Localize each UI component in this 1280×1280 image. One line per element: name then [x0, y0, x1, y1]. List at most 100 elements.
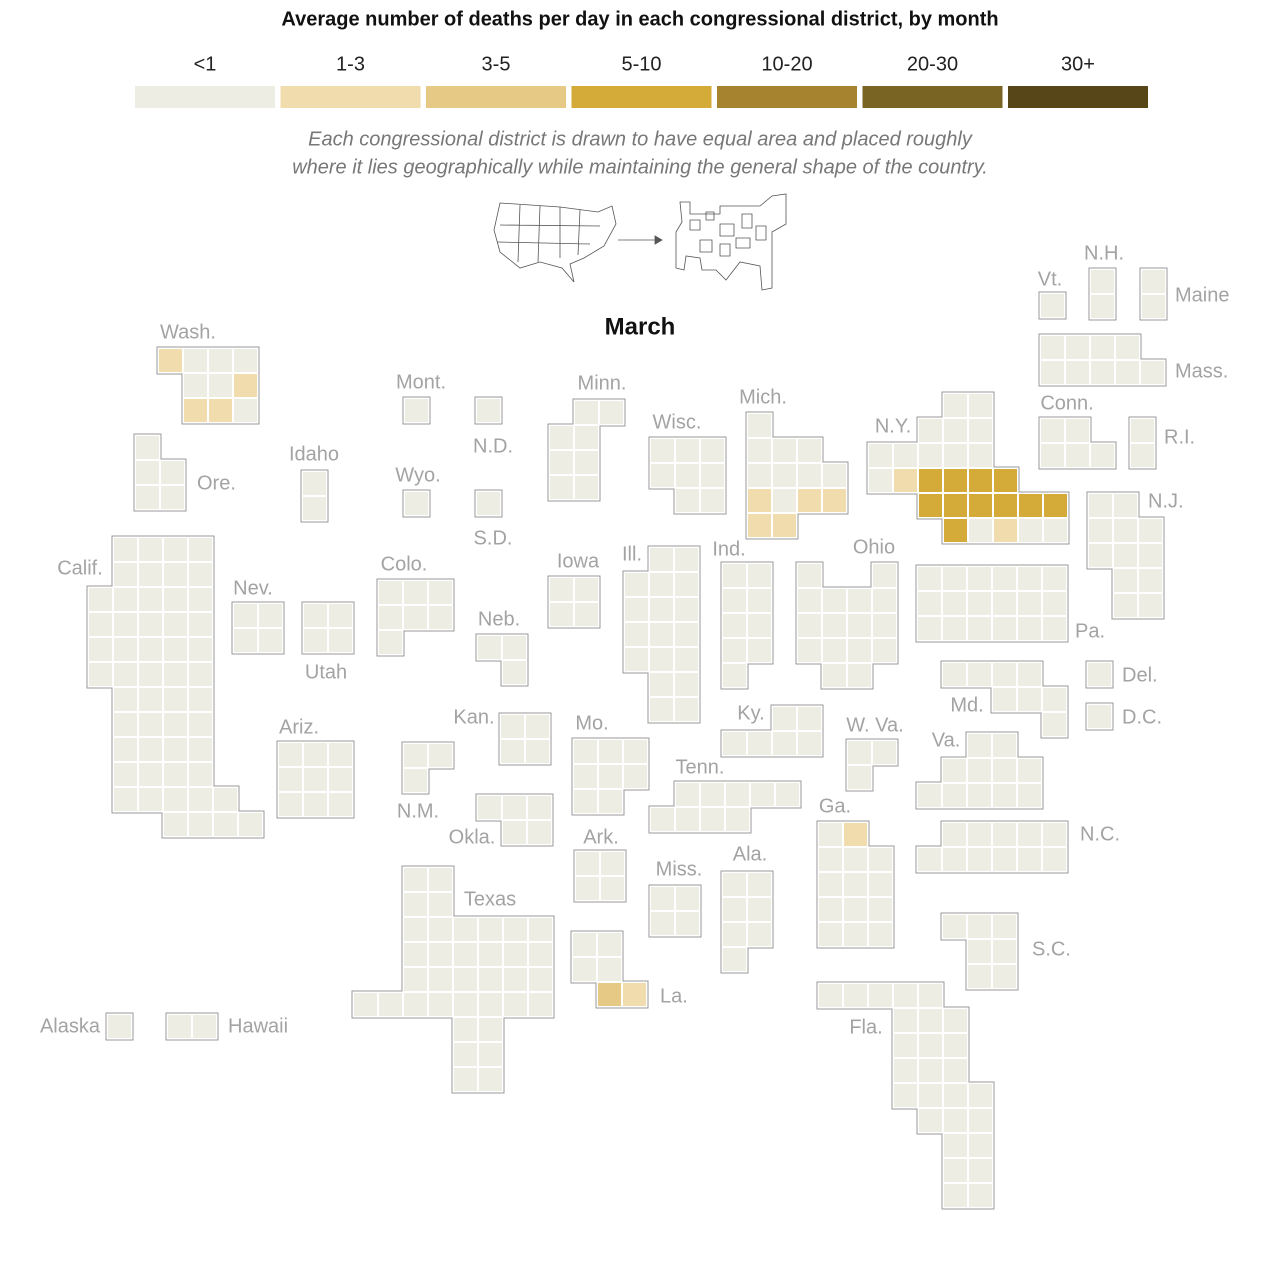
district — [844, 898, 867, 921]
district — [501, 740, 524, 763]
district — [894, 984, 917, 1007]
district — [108, 1015, 131, 1038]
district — [919, 494, 942, 517]
district — [1116, 336, 1139, 359]
district — [848, 639, 871, 662]
district — [968, 592, 991, 615]
district — [1066, 361, 1089, 384]
district — [114, 538, 137, 561]
district — [164, 688, 187, 711]
district — [234, 374, 257, 397]
district — [503, 796, 526, 819]
state-label: Conn. — [1040, 392, 1093, 414]
district — [993, 759, 1016, 782]
district — [1043, 567, 1066, 590]
district — [748, 464, 771, 487]
legend-swatch — [862, 86, 1003, 108]
district — [623, 983, 646, 1006]
district — [819, 898, 842, 921]
district — [848, 664, 871, 687]
district — [479, 993, 502, 1016]
district — [651, 808, 674, 831]
district — [944, 494, 967, 517]
district — [234, 629, 257, 652]
district — [404, 943, 427, 966]
tile-map-cells — [689, 211, 767, 257]
arrowhead — [654, 235, 663, 245]
district — [748, 414, 771, 437]
district — [114, 688, 137, 711]
district — [114, 638, 137, 661]
state-label: Pa. — [1075, 620, 1105, 642]
district — [479, 918, 502, 941]
district — [139, 613, 162, 636]
district — [943, 915, 966, 938]
district — [454, 943, 477, 966]
district — [189, 763, 212, 786]
state-label: Wisc. — [653, 411, 702, 433]
district — [624, 765, 647, 788]
district — [504, 918, 527, 941]
district — [650, 698, 673, 721]
district — [575, 476, 598, 499]
district — [164, 763, 187, 786]
district — [748, 898, 771, 921]
state-label: N.J. — [1148, 490, 1184, 512]
district — [944, 1084, 967, 1107]
district — [1139, 519, 1162, 542]
district — [625, 598, 648, 621]
explainer-graphic — [493, 193, 787, 291]
district — [894, 1084, 917, 1107]
state-label: Minn. — [578, 372, 627, 394]
district — [454, 1018, 477, 1041]
district — [944, 419, 967, 442]
district — [993, 823, 1016, 846]
district — [454, 918, 477, 941]
district — [404, 918, 427, 941]
district — [798, 589, 821, 612]
district — [89, 613, 112, 636]
district — [304, 629, 327, 652]
district — [993, 663, 1016, 686]
district — [601, 877, 624, 900]
state-label: Ohio — [853, 536, 895, 558]
state-label: W. Va. — [846, 714, 903, 736]
legend-swatch — [426, 86, 566, 108]
district — [164, 813, 187, 836]
district — [139, 638, 162, 661]
district — [944, 1159, 967, 1182]
district — [919, 984, 942, 1007]
district — [869, 923, 892, 946]
district — [136, 461, 159, 484]
district — [1114, 544, 1137, 567]
district — [529, 943, 552, 966]
district — [968, 915, 991, 938]
state-label: Ga. — [819, 795, 851, 817]
district — [748, 614, 771, 637]
district — [651, 912, 674, 935]
district — [575, 401, 598, 424]
district — [1018, 759, 1041, 782]
district — [873, 564, 896, 587]
district — [429, 943, 452, 966]
state-label: Alaska — [40, 1015, 101, 1037]
state-label: Colo. — [381, 553, 428, 575]
district — [114, 788, 137, 811]
district — [573, 933, 596, 956]
district — [650, 623, 673, 646]
district — [550, 603, 573, 626]
district — [726, 783, 749, 806]
district — [279, 793, 302, 816]
district — [676, 887, 699, 910]
district — [1018, 592, 1041, 615]
district — [479, 968, 502, 991]
state-label: Wyo. — [395, 464, 440, 486]
district — [1142, 270, 1165, 293]
state-label: Ariz. — [279, 716, 319, 738]
district — [303, 472, 326, 495]
district — [773, 489, 796, 512]
district — [454, 968, 477, 991]
district — [944, 1134, 967, 1157]
legend-swatch — [571, 86, 712, 108]
district — [1088, 663, 1111, 686]
